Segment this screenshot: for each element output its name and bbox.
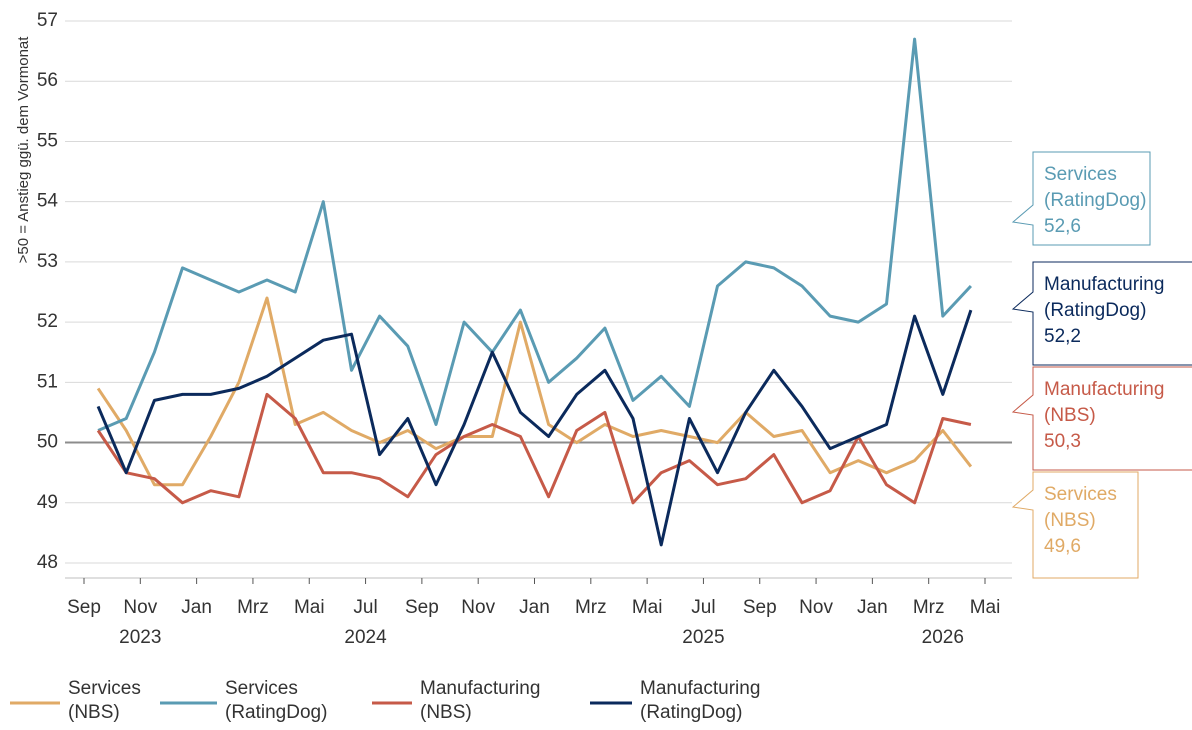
y-axis-label: >50 = Anstieg ggü. dem Vormonat — [15, 36, 32, 264]
series-line — [96, 309, 973, 547]
y-tick-label: 51 — [37, 371, 58, 392]
legend-label: Services (RatingDog) — [225, 678, 328, 723]
x-tick-label: Jan — [519, 597, 550, 618]
callout-name: Manufacturing (NBS) — [1044, 379, 1165, 426]
y-tick-label: 50 — [37, 432, 58, 453]
callout-name: Manufacturing (RatingDog) — [1044, 274, 1165, 321]
x-tick-label: Sep — [743, 597, 777, 618]
callout-box — [1011, 261, 1192, 366]
x-tick-label: Mrz — [575, 597, 607, 618]
x-tick-label: Mrz — [237, 597, 269, 618]
x-tick-label: Jan — [181, 597, 212, 618]
y-tick-label: 56 — [37, 70, 58, 91]
y-tick-label: 57 — [37, 10, 58, 31]
x-tick-label: Mai — [970, 597, 1001, 618]
series-line — [96, 296, 973, 487]
x-year-label: 2025 — [682, 627, 724, 648]
x-tick-label: Nov — [799, 597, 833, 618]
x-tick-label: Mai — [632, 597, 663, 618]
legend-label: Services (NBS) — [68, 678, 141, 723]
callout-name: Services (RatingDog) — [1044, 164, 1147, 211]
y-tick-label: 55 — [37, 130, 58, 151]
x-tick-label: Nov — [461, 597, 495, 618]
x-tick-label: Sep — [405, 597, 439, 618]
x-tick-label: Nov — [123, 597, 157, 618]
callout-box — [1011, 471, 1139, 579]
callout-value: 49,6 — [1044, 536, 1081, 557]
x-tick-label: Jan — [857, 597, 888, 618]
x-year-label: 2024 — [344, 627, 387, 648]
y-tick-label: 53 — [37, 251, 58, 272]
callout-box — [1011, 366, 1192, 471]
x-tick-label: Sep — [67, 597, 101, 618]
callout-value: 52,6 — [1044, 216, 1081, 237]
callout-value: 50,3 — [1044, 431, 1081, 452]
y-tick-label: 49 — [37, 492, 58, 513]
callout-box — [1011, 151, 1151, 246]
x-year-label: 2023 — [119, 627, 161, 648]
y-tick-label: 48 — [37, 552, 58, 573]
callout-name: Services (NBS) — [1044, 484, 1117, 531]
series-line — [97, 37, 972, 432]
x-tick-label: Jul — [353, 597, 377, 618]
legend-label: Manufacturing (RatingDog) — [640, 678, 761, 723]
x-year-label: 2026 — [922, 627, 964, 648]
y-tick-label: 54 — [37, 191, 59, 212]
x-tick-label: Mai — [294, 597, 325, 618]
y-tick-label: 52 — [37, 311, 58, 332]
legend-label: Manufacturing (NBS) — [420, 678, 541, 723]
x-tick-label: Mrz — [913, 597, 945, 618]
callout-value: 52,2 — [1044, 326, 1081, 347]
x-tick-label: Jul — [691, 597, 715, 618]
series-line — [96, 392, 972, 505]
